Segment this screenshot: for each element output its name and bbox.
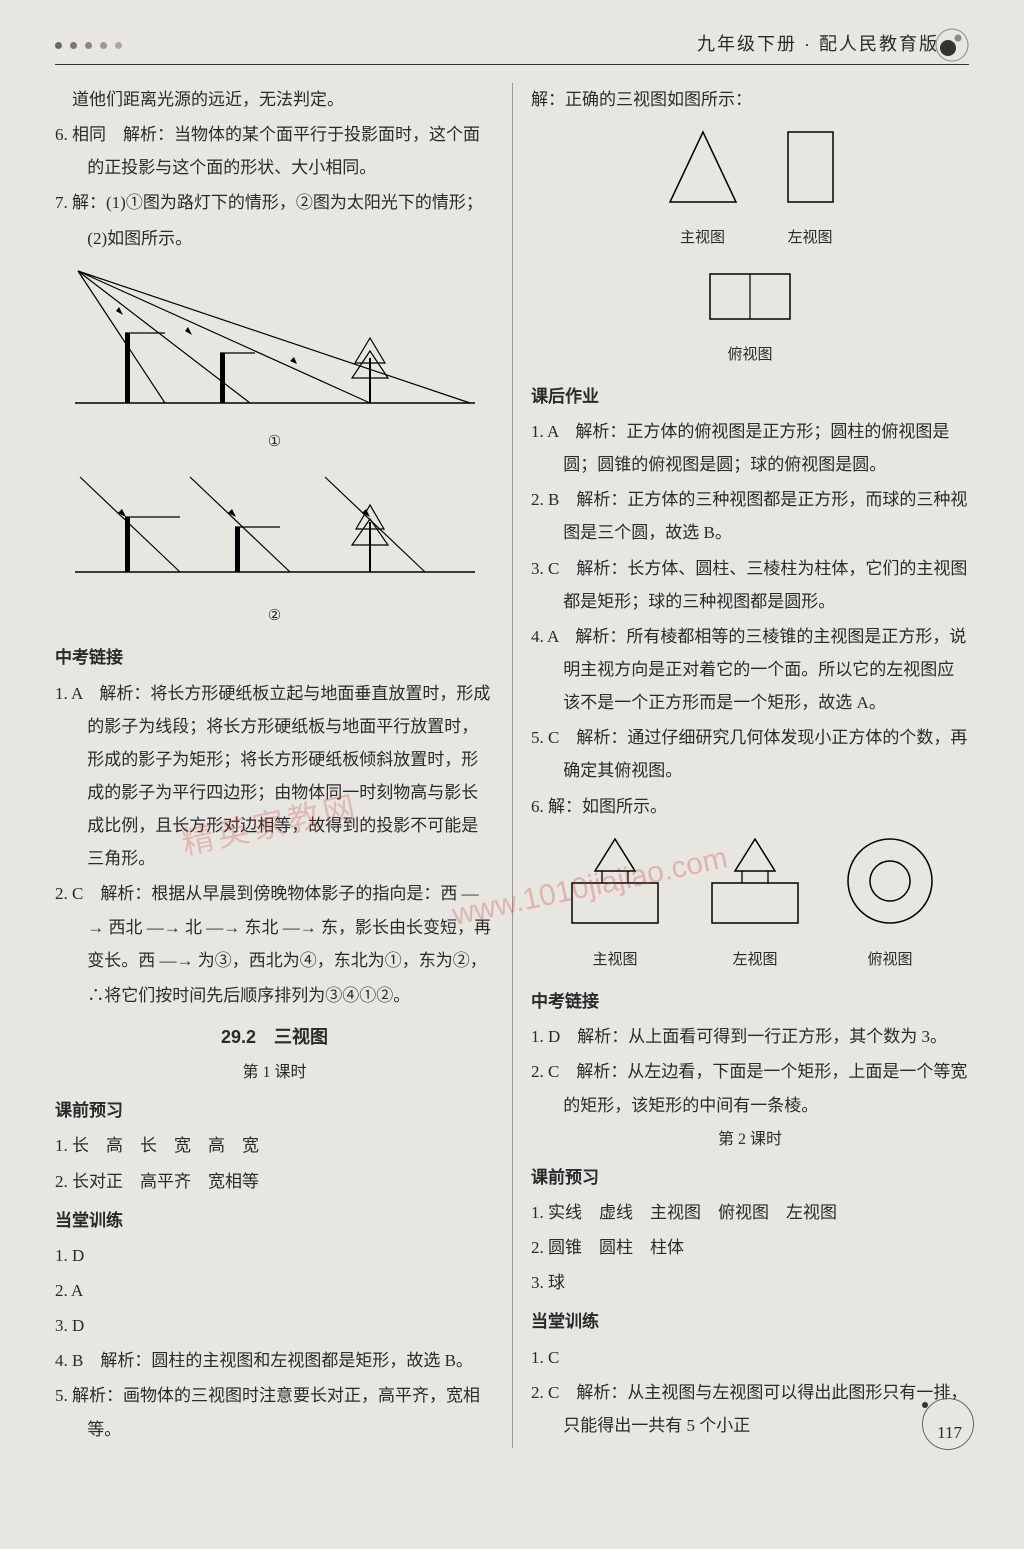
right-sub-lesson2: 第 2 课时 bbox=[531, 1124, 969, 1155]
page-container: 九年级下册 · 配人民教育版 道他们距离光源的远近，无法判定。 6. 相同 解析… bbox=[0, 0, 1024, 1478]
left-p3b: (2)如图所示。 bbox=[55, 222, 494, 255]
right-p1: 解：正确的三视图如图所示： bbox=[531, 83, 969, 116]
fig1-label: ① bbox=[55, 428, 494, 457]
left-t1: 1. D bbox=[55, 1239, 494, 1272]
header-divider bbox=[55, 64, 969, 65]
top-view-2: 俯视图 bbox=[840, 831, 940, 975]
figure-projection-2: ② bbox=[55, 467, 494, 631]
left-pre2: 2. 长对正 高平齐 宽相等 bbox=[55, 1165, 494, 1198]
top-view-label: 俯视图 bbox=[700, 341, 800, 370]
corner-logo-icon bbox=[935, 28, 969, 67]
dot bbox=[85, 42, 92, 49]
left-column: 道他们距离光源的远近，无法判定。 6. 相同 解析：当物体的某个面平行于投影面时… bbox=[55, 83, 512, 1448]
right-h1: 1. A 解析：正方体的俯视图是正方形；圆柱的俯视图是圆；圆锥的俯视图是圆；球的… bbox=[531, 415, 969, 481]
right-t1: 1. C bbox=[531, 1341, 969, 1374]
right-z2: 2. C 解析：从左边看，下面是一个矩形，上面是一个等宽的矩形，该矩形的中间有一… bbox=[531, 1055, 969, 1121]
content-columns: 道他们距离光源的远近，无法判定。 6. 相同 解析：当物体的某个面平行于投影面时… bbox=[55, 83, 969, 1448]
front-view-2-label: 主视图 bbox=[560, 946, 670, 975]
front-view-2: 主视图 bbox=[560, 831, 670, 975]
page-dot bbox=[922, 1402, 928, 1408]
figure-three-views-2: 主视图 左视图 bbox=[531, 831, 969, 975]
right-h4: 4. A 解析：所有棱都相等的三棱锥的主视图是正方形，说明主视方向是正对着它的一… bbox=[531, 620, 969, 719]
left-sub-lesson1: 第 1 课时 bbox=[55, 1057, 494, 1088]
left-pre1: 1. 长 高 长 宽 高 宽 bbox=[55, 1129, 494, 1162]
left-sec-zhongkao: 中考链接 bbox=[55, 641, 494, 674]
right-t2: 2. C 解析：从主视图与左视图可以得出此图形只有一排，只能得出一共有 5 个小… bbox=[531, 1376, 969, 1442]
left-p1: 道他们距离光源的远近，无法判定。 bbox=[55, 83, 494, 116]
top-view-block: 俯视图 bbox=[700, 266, 800, 370]
figure-projection-1: ① bbox=[55, 263, 494, 457]
left-sec-preview: 课前预习 bbox=[55, 1094, 494, 1127]
left-sec-train: 当堂训练 bbox=[55, 1204, 494, 1237]
right-h3: 3. C 解析：长方体、圆柱、三棱柱为柱体，它们的主视图都是矩形；球的三种视图都… bbox=[531, 552, 969, 618]
left-q2: 2. C 解析：根据从早晨到傍晚物体影子的指向是：西 —→ 西北 —→ 北 —→… bbox=[55, 877, 494, 976]
side-view-label: 左视图 bbox=[778, 224, 843, 253]
front-view-block: 主视图 bbox=[658, 124, 748, 253]
dot bbox=[100, 42, 107, 49]
left-title-292: 29.2 三视图 bbox=[55, 1020, 494, 1055]
right-h2: 2. B 解析：正方体的三种视图都是正方形，而球的三种视图是三个圆，故选 B。 bbox=[531, 483, 969, 549]
right-pre1: 1. 实线 虚线 主视图 俯视图 左视图 bbox=[531, 1196, 969, 1229]
right-pre2: 2. 圆锥 圆柱 柱体 bbox=[531, 1231, 969, 1264]
left-t5: 5. 解析：画物体的三视图时注意要长对正，高平齐，宽相等。 bbox=[55, 1379, 494, 1445]
left-p3: 7. 解：(1)①图为路灯下的情形，②图为太阳光下的情形； bbox=[55, 186, 494, 219]
side-view-2-label: 左视图 bbox=[700, 946, 810, 975]
dot bbox=[115, 42, 122, 49]
left-t4: 4. B 解析：圆柱的主视图和左视图都是矩形，故选 B。 bbox=[55, 1344, 494, 1377]
left-q1: 1. A 解析：将长方形硬纸板立起与地面垂直放置时，形成的影子为线段；将长方形硬… bbox=[55, 677, 494, 876]
right-h5: 5. C 解析：通过仔细研究几何体发现小正方体的个数，再确定其俯视图。 bbox=[531, 721, 969, 787]
side-view-2: 左视图 bbox=[700, 831, 810, 975]
right-sec-train: 当堂训练 bbox=[531, 1305, 969, 1338]
right-z1: 1. D 解析：从上面看可得到一行正方形，其个数为 3。 bbox=[531, 1020, 969, 1053]
top-view-2-label: 俯视图 bbox=[840, 946, 940, 975]
right-h6: 6. 解：如图所示。 bbox=[531, 790, 969, 823]
right-sec-zhongkao: 中考链接 bbox=[531, 985, 969, 1018]
figure-three-views-1: 主视图 左视图 俯视图 bbox=[531, 124, 969, 370]
fig2-label: ② bbox=[55, 602, 494, 631]
left-t3: 3. D bbox=[55, 1309, 494, 1342]
right-column: 解：正确的三视图如图所示： 主视图 左视图 bbox=[512, 83, 969, 1448]
front-view-label: 主视图 bbox=[658, 224, 748, 253]
page-header-title: 九年级下册 · 配人民教育版 bbox=[55, 30, 969, 56]
page-number: 117 bbox=[937, 1423, 962, 1443]
left-t2: 2. A bbox=[55, 1274, 494, 1307]
header-decorative-dots bbox=[55, 42, 122, 49]
left-p2: 6. 相同 解析：当物体的某个面平行于投影面时，这个面的正投影与这个面的形状、大… bbox=[55, 118, 494, 184]
right-pre3: 3. 球 bbox=[531, 1266, 969, 1299]
right-sec-preview: 课前预习 bbox=[531, 1161, 969, 1194]
dot bbox=[70, 42, 77, 49]
right-sec-homework: 课后作业 bbox=[531, 380, 969, 413]
left-q2b: ∴将它们按时间先后顺序排列为③④①②。 bbox=[55, 979, 494, 1012]
dot bbox=[55, 42, 62, 49]
side-view-block: 左视图 bbox=[778, 124, 843, 253]
